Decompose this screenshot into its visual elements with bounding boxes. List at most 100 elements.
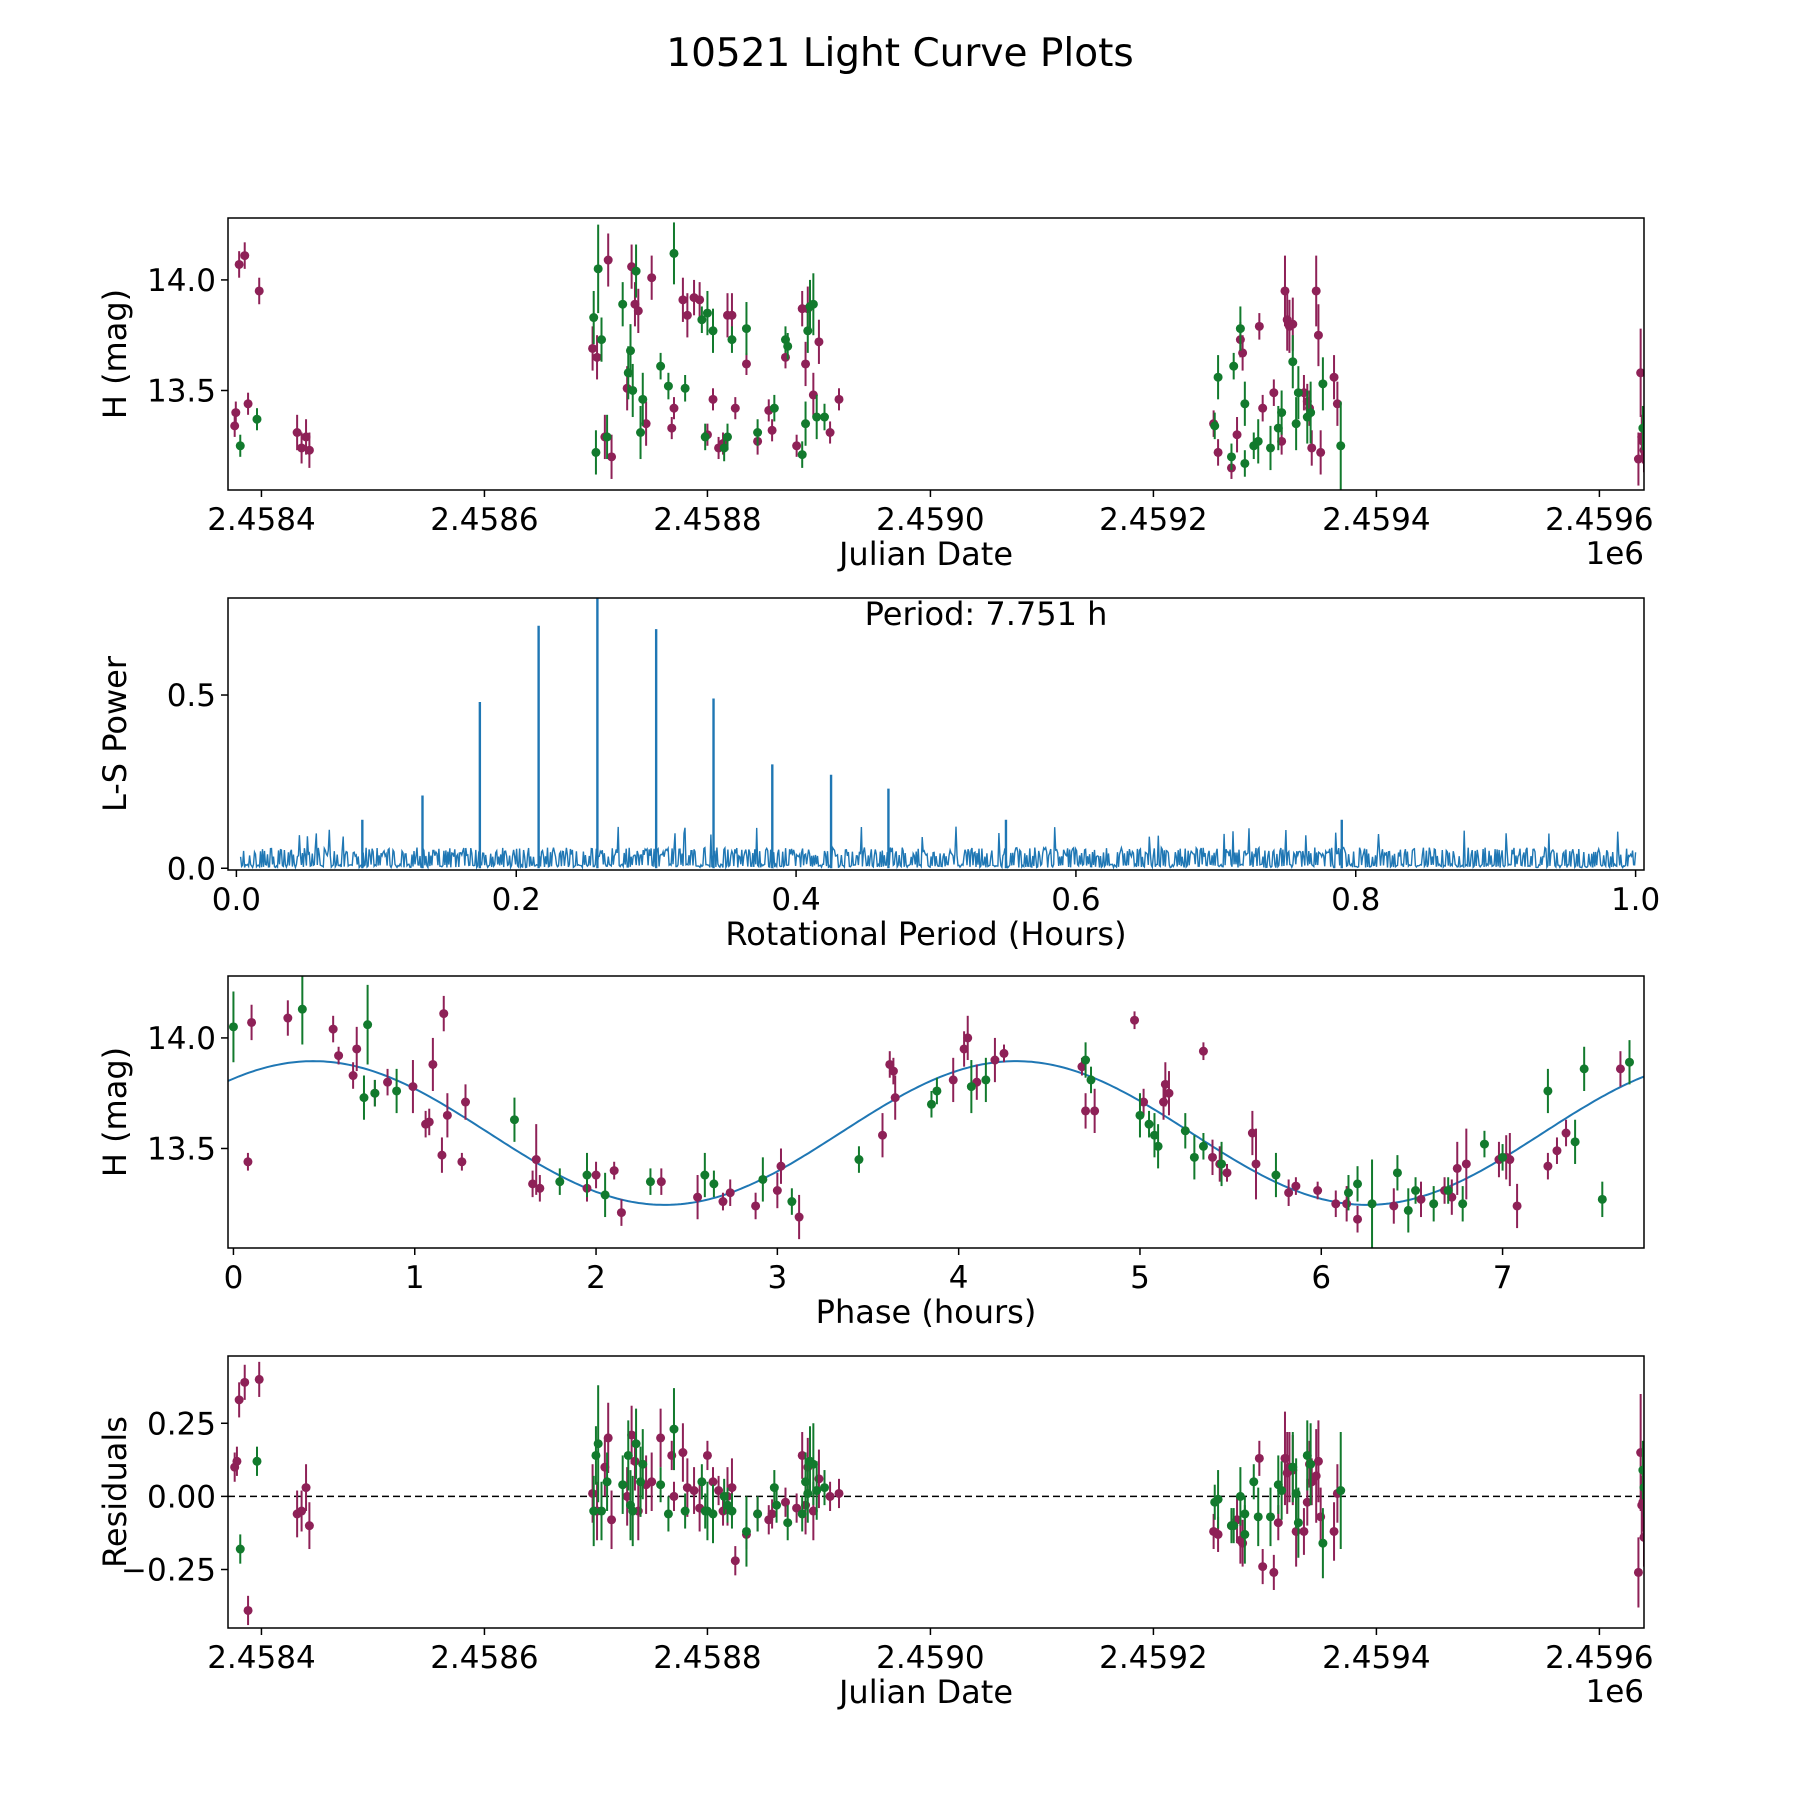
data-point-green [1273, 423, 1283, 433]
data-point-magenta [588, 343, 598, 353]
y-axis-label: Residuals [96, 1416, 134, 1568]
data-point-green [589, 313, 599, 323]
data-point-green [618, 1480, 628, 1490]
x-tick-label: 6 [1311, 1260, 1331, 1296]
data-point-green [1198, 1141, 1208, 1151]
data-point-green [797, 450, 807, 460]
data-point-magenta [1251, 1159, 1261, 1169]
data-point-green [820, 412, 830, 422]
data-point-green [719, 443, 729, 453]
data-point-magenta [535, 1183, 545, 1193]
data-point-green [1543, 1086, 1553, 1096]
plot-frame [227, 975, 1645, 1249]
data-point-green [1081, 1055, 1091, 1065]
data-point-magenta [890, 1093, 900, 1103]
data-point-green [758, 1174, 768, 1184]
data-point-magenta [1447, 1192, 1457, 1202]
data-point-green [359, 1093, 369, 1103]
data-point-green [1235, 1491, 1245, 1501]
data-point-green [1570, 1137, 1580, 1147]
data-point-magenta [1247, 1128, 1257, 1138]
data-point-magenta [948, 1075, 958, 1085]
data-point-magenta [1313, 1186, 1323, 1196]
data-point-magenta [304, 1521, 314, 1531]
y-tick-label: 0.00 [147, 1479, 216, 1515]
data-point-magenta [708, 394, 718, 404]
data-point-green [1288, 357, 1298, 367]
data-point-green [1291, 419, 1301, 429]
data-point-magenta [1353, 1214, 1363, 1224]
data-point-green [1277, 1486, 1287, 1496]
data-point-green [602, 1477, 612, 1487]
data-point-magenta [1090, 1106, 1100, 1116]
plot-area [239, 598, 1637, 870]
data-point-green [820, 1483, 830, 1493]
data-point-magenta [603, 1433, 613, 1443]
data-point-green [797, 1509, 807, 1519]
data-point-green [753, 428, 763, 438]
data-point-green [727, 1506, 737, 1516]
data-point-green [1277, 408, 1287, 418]
data-point-green [623, 1450, 633, 1460]
data-point-magenta [383, 1077, 393, 1087]
data-point-green [1240, 458, 1250, 468]
data-point-green [812, 412, 822, 422]
data-point-green [628, 385, 638, 395]
x-tick-label: 2.4590 [876, 1640, 984, 1676]
data-point-magenta [1213, 447, 1223, 457]
data-point-magenta [292, 428, 302, 438]
data-point-magenta [678, 1448, 688, 1458]
data-point-green [370, 1088, 380, 1098]
data-point-magenta [297, 1506, 307, 1516]
data-point-magenta [1254, 321, 1264, 331]
data-point-magenta [1633, 454, 1643, 464]
data-point-magenta [656, 1177, 666, 1187]
data-point-magenta [797, 1450, 807, 1460]
data-point-magenta [702, 1450, 712, 1460]
data-point-green [663, 1509, 673, 1519]
figure-title: 10521 Light Curve Plots [666, 31, 1133, 76]
data-point-magenta [592, 352, 602, 362]
data-point-magenta [727, 310, 737, 320]
y-tick-label: 13.5 [147, 373, 216, 409]
plot-frame [227, 217, 1645, 491]
data-point-green [228, 1022, 238, 1032]
y-tick-label: −0.25 [121, 1553, 216, 1589]
data-point-green [854, 1155, 864, 1165]
data-point-magenta [283, 1013, 293, 1023]
data-point-magenta [1139, 1097, 1149, 1107]
plot-frame [227, 597, 1645, 871]
data-point-green [1367, 1199, 1377, 1209]
y-tick-label: 0.0 [167, 851, 216, 887]
phased-lightcurve-panel: 0 1 2 3 4 5 6 7 13.5 14.0 Phase (hours) H (mag) [96, 975, 1645, 1331]
data-point-green [1458, 1199, 1468, 1209]
data-point-green [669, 248, 679, 258]
data-point-green [1293, 388, 1303, 398]
data-point-green [235, 1544, 245, 1554]
data-point-magenta [1077, 1062, 1087, 1072]
data-point-green [363, 1020, 373, 1030]
data-point-green [697, 315, 707, 325]
data-point-magenta [780, 1497, 790, 1507]
data-point-green [602, 432, 612, 442]
data-point-magenta [678, 295, 688, 305]
data-point-magenta [1207, 1152, 1217, 1162]
data-point-green [597, 335, 607, 345]
data-point-magenta [1198, 1046, 1208, 1056]
data-point-green [926, 1099, 936, 1109]
x-tick-label: 2.4592 [1099, 1640, 1207, 1676]
data-point-magenta [772, 1186, 782, 1196]
data-point-green [1210, 421, 1220, 431]
x-tick-label: 0.8 [1331, 882, 1380, 918]
x-tick-label: 0.6 [1051, 882, 1100, 918]
data-point-magenta [461, 1097, 471, 1107]
data-point-magenta [609, 1166, 619, 1176]
data-point-magenta [888, 1066, 898, 1076]
x-tick-label: 2.4594 [1322, 1640, 1430, 1676]
data-point-green [1149, 1130, 1159, 1140]
data-point-magenta [1307, 443, 1317, 453]
data-point-magenta [682, 310, 692, 320]
data-point-magenta [1254, 1453, 1264, 1463]
data-point-magenta [240, 251, 250, 261]
